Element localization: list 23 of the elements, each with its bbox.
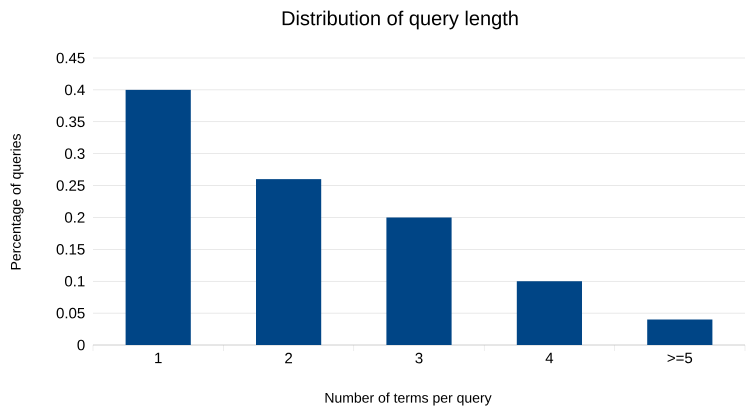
- y-tick-label: 0.15: [56, 244, 85, 255]
- y-tick-label: 0.05: [56, 308, 85, 318]
- x-tick-label: 2: [285, 352, 292, 364]
- y-tick-label: 0.35: [56, 116, 85, 128]
- y-tick-label: 0.2: [64, 212, 84, 223]
- y-tick-label: 0.45: [56, 52, 85, 64]
- x-tick-label: 3: [415, 352, 423, 364]
- x-tick-label: 1: [155, 352, 162, 364]
- y-tick-label: 0.4: [64, 84, 85, 96]
- y-tick-label: 0.3: [64, 148, 85, 159]
- x-tick-label: >=5: [668, 352, 692, 364]
- y-tick-label: 0.1: [64, 276, 84, 287]
- y-axis-title: Percentage of queries: [10, 134, 24, 270]
- bar: [516, 281, 582, 345]
- bar: [126, 90, 191, 345]
- bar: [256, 179, 322, 345]
- y-tick-label: 0: [77, 340, 85, 350]
- x-tick-label: 4: [546, 352, 554, 364]
- bar: [647, 319, 712, 345]
- bar: [386, 217, 452, 345]
- x-axis-title: Number of terms per query: [326, 392, 492, 406]
- chart-title: Distribution of query length: [282, 10, 518, 30]
- y-tick-label: 0.25: [56, 180, 85, 191]
